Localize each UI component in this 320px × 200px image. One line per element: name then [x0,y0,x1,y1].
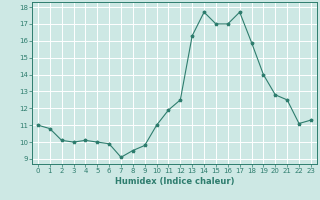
X-axis label: Humidex (Indice chaleur): Humidex (Indice chaleur) [115,177,234,186]
